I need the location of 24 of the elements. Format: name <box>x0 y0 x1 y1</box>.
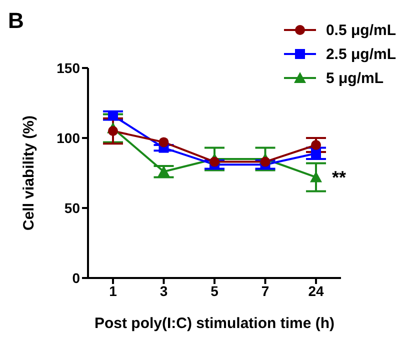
x-tick-label: 24 <box>308 282 324 299</box>
x-tick-label: 5 <box>210 282 219 299</box>
point <box>158 137 169 148</box>
point <box>108 126 118 136</box>
annotation: ** <box>332 168 346 188</box>
y-tick-label: 100 <box>56 130 80 146</box>
x-tick-label: 1 <box>109 282 118 299</box>
point <box>260 156 270 167</box>
point <box>311 140 321 150</box>
point <box>108 110 118 121</box>
x-axis-title: Post poly(I:C) stimulation time (h) <box>94 315 334 332</box>
point <box>210 156 220 167</box>
legend-label: 0.5 μg/mL <box>326 22 396 38</box>
x-tick-label: 7 <box>261 282 270 299</box>
point <box>158 166 170 177</box>
y-tick-label: 150 <box>56 60 80 76</box>
y-axis-title: Cell viability (%) <box>20 115 38 231</box>
x-tick-label: 3 <box>160 282 168 299</box>
point <box>311 148 321 158</box>
legend-label: 5 μg/mL <box>326 70 384 86</box>
y-tick-label: 0 <box>72 270 80 286</box>
legend-label: 2.5 μg/mL <box>326 46 396 62</box>
y-tick-label: 50 <box>64 200 80 216</box>
text: B <box>8 8 24 34</box>
